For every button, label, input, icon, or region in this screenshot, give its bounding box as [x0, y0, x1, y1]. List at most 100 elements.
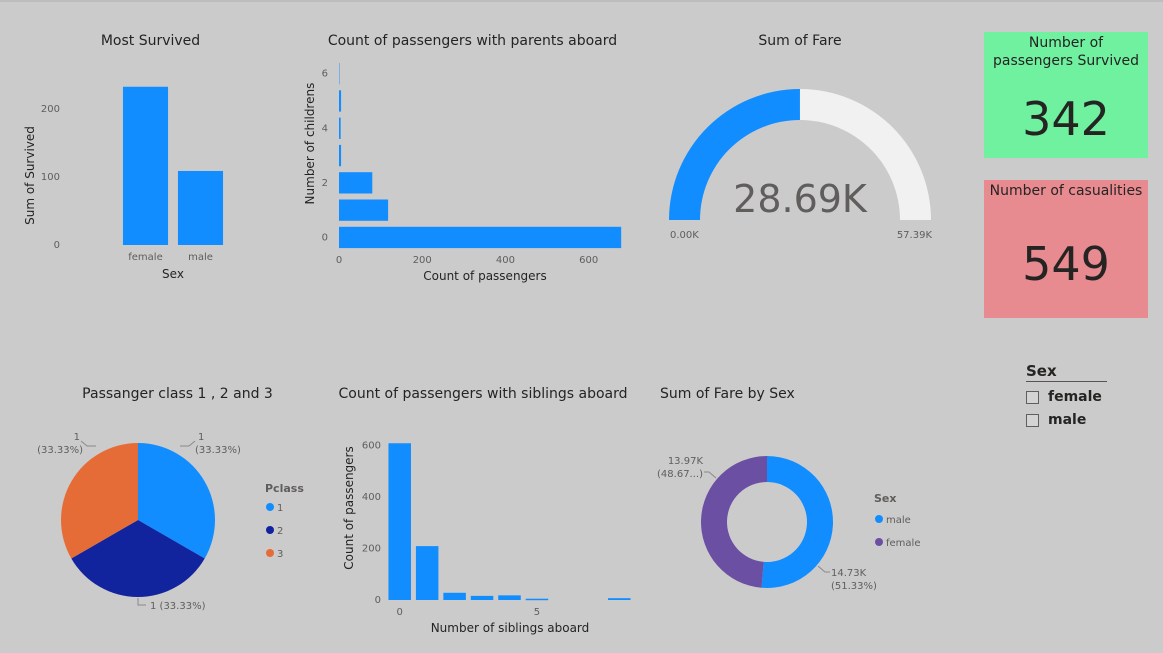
bar — [339, 144, 342, 167]
x-tick-label: 400 — [496, 255, 515, 266]
legend-label: female — [886, 538, 920, 549]
card-title: Number of casualities — [989, 183, 1143, 199]
card-value: 342 — [1022, 92, 1110, 146]
x-tick-label: 0 — [336, 255, 342, 266]
survived-card[interactable]: Number of passengers Survived 342 — [984, 32, 1148, 158]
x-tick-label: 600 — [579, 255, 598, 266]
donut-label: 13.97K — [668, 456, 704, 467]
chart-title: Count of passengers with siblings aboard — [338, 386, 628, 402]
x-axis-title: Number of siblings aboard — [431, 621, 590, 635]
siblings-aboard-chart[interactable]: Count of passengers with siblings aboard… — [338, 382, 638, 642]
slicer-item-female[interactable]: female — [1026, 389, 1116, 405]
y-axis-title: Count of passengers — [342, 446, 356, 569]
y-tick-label: 4 — [322, 123, 328, 134]
legend-title: Sex — [874, 492, 896, 505]
bar — [339, 199, 389, 221]
bar — [177, 170, 224, 245]
legend-marker — [266, 549, 274, 557]
pclass-pie-chart[interactable]: Passanger class 1 , 2 and 3 1 (33.33%) 1 (… — [20, 382, 340, 632]
chart-title: Most Survived — [100, 33, 201, 49]
fare-donut-svg: 14.73K (51.33%) 13.97K (48.67...) Sex male fem… — [657, 456, 920, 592]
x-tick-label: 5 — [534, 607, 540, 618]
pie-label: 1 — [198, 432, 204, 443]
y-tick-label: 200 — [41, 104, 60, 115]
legend-marker — [875, 515, 883, 523]
y-tick-label: 400 — [362, 492, 381, 503]
leader-line — [80, 440, 96, 447]
legend-label: 2 — [277, 526, 283, 537]
bar — [339, 90, 342, 112]
pie-slice — [138, 443, 215, 559]
legend-title: Pclass — [265, 482, 304, 495]
leader-line — [180, 440, 196, 447]
bar — [608, 598, 631, 600]
slicer-title: Sex — [1026, 362, 1107, 382]
pie-label: 1 (33.33%) — [150, 601, 206, 612]
y-tick-label: 6 — [322, 69, 328, 80]
sex-slicer[interactable]: Sex female male — [1026, 362, 1116, 428]
fare-by-sex-donut[interactable]: Sum of Fare by Sex 14.73K (51.33%) 13.97K (… — [650, 382, 950, 632]
bar — [388, 443, 411, 600]
pie-slice — [71, 520, 205, 597]
chart-title: Count of passengers with parents aboard — [327, 33, 618, 49]
bar — [525, 598, 549, 601]
sum-of-fare-gauge[interactable]: Sum of Fare 28.69K 0.00K 57.39K — [660, 30, 940, 260]
x-tick-label: male — [188, 252, 213, 263]
gauge-min: 0.00K — [670, 230, 699, 241]
slicer-item-label: male — [1048, 412, 1087, 428]
chart-title: Passanger class 1 , 2 and 3 — [82, 386, 273, 402]
checkbox-female[interactable] — [1026, 390, 1039, 404]
x-axis-title: Sex — [162, 267, 184, 281]
bar — [415, 546, 439, 600]
legend-marker — [266, 503, 274, 511]
bar — [122, 86, 169, 245]
gauge-remaining — [799, 89, 931, 220]
pie-label: 1 — [74, 432, 80, 443]
donut-label-pct: (51.33%) — [831, 581, 877, 592]
legend-label: male — [886, 515, 911, 526]
bar — [443, 592, 466, 600]
donut-label: 14.73K — [831, 568, 867, 579]
gauge-max: 57.39K — [897, 230, 933, 241]
siblings-aboard-svg: 0 200 400 600 0 5 Number of siblings aboard Cou… — [342, 440, 631, 635]
y-tick-label: 0 — [375, 595, 381, 606]
card-title: Number of passengers Survived — [992, 35, 1139, 69]
pie-label-pct: (33.33%) — [37, 445, 83, 456]
chart-title: Sum of Fare by Sex — [660, 386, 795, 402]
pie-slice — [61, 443, 138, 559]
checkbox-male[interactable] — [1026, 413, 1039, 427]
y-tick-label: 0 — [54, 240, 60, 251]
legend-marker — [875, 538, 883, 546]
leader-line — [704, 471, 717, 479]
most-survived-svg: 0 100 200 female male Sex Sum of Survived — [23, 86, 224, 281]
legend-label: 3 — [277, 549, 283, 560]
y-tick-label: 0 — [322, 232, 328, 243]
y-tick-label: 600 — [362, 440, 381, 451]
bar — [339, 226, 622, 249]
chart-title: Sum of Fare — [758, 33, 842, 49]
y-axis-title: Number of childrens — [303, 83, 317, 205]
gauge-fill — [669, 89, 800, 220]
casualties-card[interactable]: Number of casualities 549 — [984, 180, 1148, 318]
pie-label-pct: (33.33%) — [195, 445, 241, 456]
legend-label: 1 — [277, 503, 283, 514]
x-tick-label: female — [128, 252, 162, 263]
y-tick-label: 2 — [322, 178, 328, 189]
gauge-value: 28.69K — [733, 177, 868, 221]
pclass-pie-svg: 1 (33.33%) 1 (33.33%) 1 (33.33%) Pclass 1 2 3 — [37, 432, 304, 612]
most-survived-chart[interactable]: Most Survived 0 100 200 female male Sex Sum of… — [18, 30, 273, 290]
card-value: 549 — [1022, 237, 1110, 291]
parents-aboard-svg: 0 2 4 6 0 200 400 600 Count of passengers Number … — [303, 63, 622, 283]
y-tick-label: 100 — [41, 172, 60, 183]
x-tick-label: 0 — [397, 607, 403, 618]
x-axis-title: Count of passengers — [423, 269, 546, 283]
donut-slice — [761, 456, 833, 588]
bar — [339, 117, 341, 139]
slicer-item-male[interactable]: male — [1026, 412, 1116, 428]
x-tick-label: 200 — [413, 255, 432, 266]
bar — [498, 595, 521, 600]
donut-slice — [700, 456, 767, 588]
legend-marker — [266, 526, 274, 534]
gauge-svg: 28.69K 0.00K 57.39K — [669, 89, 933, 241]
parents-aboard-chart[interactable]: Count of passengers with parents aboard … — [300, 30, 645, 290]
